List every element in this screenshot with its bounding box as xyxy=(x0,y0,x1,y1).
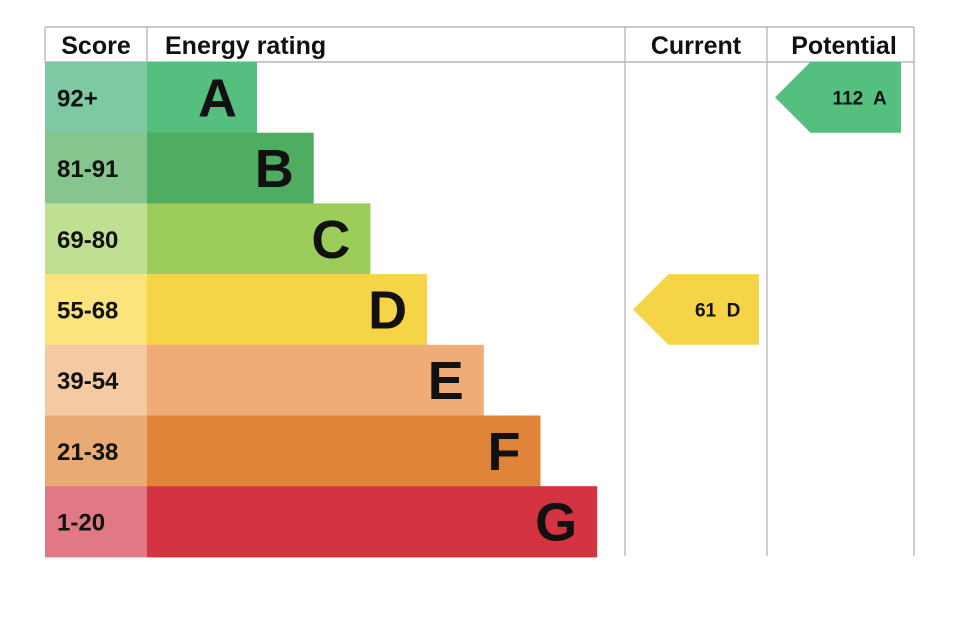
header-current: Current xyxy=(651,32,742,60)
potential-rating-arrow-label: 112 A xyxy=(833,88,888,109)
score-label-e: 39-54 xyxy=(57,368,119,395)
rating-letter-b: B xyxy=(255,139,294,199)
band-d: 55-68 D xyxy=(45,274,428,346)
rating-bar-f xyxy=(147,415,541,487)
score-cell-f xyxy=(45,415,147,487)
current-rating-arrow-shape xyxy=(633,274,759,345)
rating-bands: 92+ A 81-91 B 69-80 C 55-68 D 39-54 E 21-38 F 1-20 G xyxy=(45,62,598,558)
current-rating-arrow-label: 61 D xyxy=(695,300,740,321)
score-cell-b xyxy=(45,132,147,204)
header-score: Score xyxy=(61,32,131,60)
rating-bar-d xyxy=(147,274,428,346)
rating-bar-c xyxy=(147,203,371,275)
rating-bar-b xyxy=(147,132,314,204)
score-label-f: 21-38 xyxy=(57,439,118,466)
rating-arrows: 61 D 112 A xyxy=(633,62,901,345)
rating-letter-f: F xyxy=(488,422,521,482)
rating-bar-e xyxy=(147,344,484,416)
band-g: 1-20 G xyxy=(45,486,598,558)
band-f: 21-38 F xyxy=(45,415,541,487)
potential-rating-arrow: 112 A xyxy=(775,62,901,133)
score-cell-d xyxy=(45,274,147,346)
score-label-c: 69-80 xyxy=(57,227,118,254)
score-cell-c xyxy=(45,203,147,275)
score-label-b: 81-91 xyxy=(57,156,118,183)
header-potential: Potential xyxy=(791,32,897,60)
rating-bar-a xyxy=(147,62,257,134)
current-rating-arrow: 61 D xyxy=(633,274,759,345)
score-cell-g xyxy=(45,486,147,558)
rating-letter-a: A xyxy=(198,68,237,128)
band-a: 92+ A xyxy=(45,62,257,134)
band-c: 69-80 C xyxy=(45,203,371,275)
band-e: 39-54 E xyxy=(45,344,484,416)
rating-letter-g: G xyxy=(535,493,577,553)
rating-bar-g xyxy=(147,486,598,558)
score-cell-e xyxy=(45,344,147,416)
rating-letter-e: E xyxy=(428,351,464,411)
score-cell-a xyxy=(45,62,147,134)
band-b: 81-91 B xyxy=(45,132,314,204)
potential-rating-arrow-shape xyxy=(775,62,901,133)
score-label-g: 1-20 xyxy=(57,510,105,537)
score-label-d: 55-68 xyxy=(57,297,118,324)
score-label-a: 92+ xyxy=(57,85,98,112)
header-energy-rating: Energy rating xyxy=(165,32,326,60)
rating-letter-d: D xyxy=(368,280,407,340)
rating-letter-c: C xyxy=(311,210,350,270)
